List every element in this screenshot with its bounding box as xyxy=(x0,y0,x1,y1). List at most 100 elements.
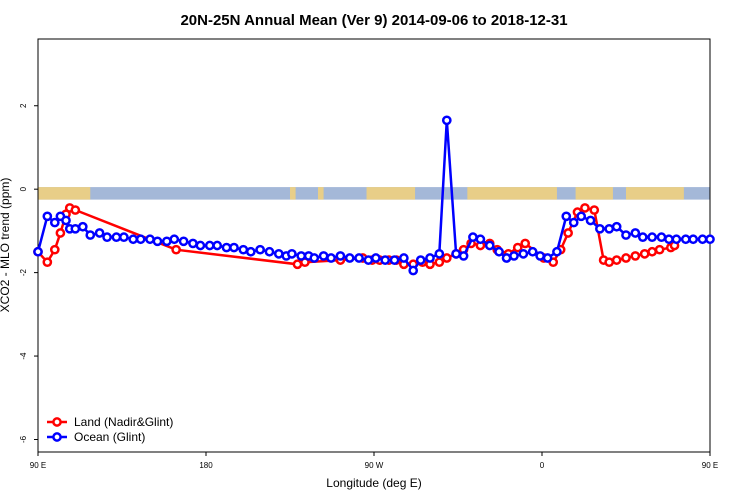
data-point xyxy=(229,242,239,253)
data-point xyxy=(255,244,265,255)
data-point xyxy=(61,215,71,226)
data-point xyxy=(344,253,355,263)
data-point xyxy=(212,240,223,251)
data-point xyxy=(380,255,391,265)
data-point xyxy=(576,211,587,222)
data-point xyxy=(102,232,112,243)
data-point xyxy=(563,228,573,238)
data-point xyxy=(475,234,486,245)
x-tick-label: 90 E xyxy=(30,461,46,470)
x-tick-label: 0 xyxy=(540,461,545,470)
y-tick-label: -2 xyxy=(19,269,28,277)
data-point xyxy=(458,251,469,261)
data-point xyxy=(680,234,691,245)
data-point xyxy=(70,223,81,234)
data-point xyxy=(509,251,519,261)
data-point xyxy=(568,217,579,228)
data-point xyxy=(77,221,88,232)
data-point xyxy=(637,232,648,243)
map-band-land xyxy=(38,187,91,200)
data-point xyxy=(647,232,657,243)
data-point xyxy=(512,242,523,253)
data-point xyxy=(326,253,336,263)
data-point xyxy=(296,251,307,261)
data-point xyxy=(518,248,529,259)
legend-marker xyxy=(52,432,62,442)
data-point xyxy=(520,238,531,249)
data-point xyxy=(273,248,284,259)
data-point xyxy=(287,248,297,259)
data-point xyxy=(654,244,665,255)
data-point xyxy=(195,240,206,251)
data-point xyxy=(552,246,562,257)
data-point xyxy=(585,215,596,226)
data-point xyxy=(245,246,256,257)
chart-title: 20N-25N Annual Mean (Ver 9) 2014-09-06 t… xyxy=(180,12,567,29)
data-point xyxy=(363,255,374,265)
data-point xyxy=(580,203,590,213)
data-point xyxy=(451,248,461,259)
data-point xyxy=(128,234,139,245)
data-point xyxy=(408,265,419,276)
data-point xyxy=(42,211,53,222)
data-point xyxy=(399,253,409,263)
data-point xyxy=(604,257,615,268)
legend-label: Ocean (Glint) xyxy=(74,430,145,444)
data-point xyxy=(49,217,60,228)
data-point xyxy=(188,238,198,249)
data-point xyxy=(169,234,180,245)
data-point xyxy=(425,253,435,263)
map-band-land xyxy=(626,187,684,200)
data-point xyxy=(542,253,553,263)
data-point xyxy=(604,223,615,234)
data-point xyxy=(561,211,572,222)
data-point xyxy=(55,228,66,238)
data-point xyxy=(595,223,605,234)
map-band-land xyxy=(290,187,296,200)
data-point xyxy=(135,234,146,245)
data-point xyxy=(621,253,631,263)
data-point xyxy=(688,234,699,245)
data-point xyxy=(671,234,682,245)
data-point xyxy=(527,246,538,257)
data-point xyxy=(630,228,641,238)
data-point xyxy=(119,232,129,243)
data-point xyxy=(441,115,452,126)
legend: Land (Nadir&Glint)Ocean (Glint) xyxy=(47,415,173,444)
data-point xyxy=(145,234,155,245)
data-point xyxy=(318,251,329,261)
data-point xyxy=(111,232,122,243)
x-tick-label: 90 E xyxy=(702,461,718,470)
data-point xyxy=(221,242,232,253)
map-band-land xyxy=(467,187,557,200)
data-point xyxy=(484,240,495,251)
data-point xyxy=(264,246,275,257)
data-point xyxy=(389,255,400,265)
data-point xyxy=(152,236,163,247)
legend-label: Land (Nadir&Glint) xyxy=(74,415,173,429)
data-point xyxy=(441,253,452,263)
data-point xyxy=(371,253,381,263)
map-band xyxy=(38,187,710,200)
data-point xyxy=(33,246,43,257)
data-point xyxy=(49,244,60,255)
data-point xyxy=(335,251,346,261)
data-point xyxy=(204,240,215,251)
data-point xyxy=(178,236,189,247)
data-point xyxy=(656,232,667,243)
data-point xyxy=(434,248,445,259)
data-point xyxy=(630,251,641,261)
y-tick-label: 0 xyxy=(19,186,28,191)
data-point xyxy=(161,236,172,247)
data-point xyxy=(647,246,657,257)
data-point xyxy=(621,230,631,240)
data-point xyxy=(697,234,708,245)
data-point xyxy=(292,259,303,270)
x-axis-label: Longitude (deg E) xyxy=(326,476,421,490)
x-tick-label: 90 W xyxy=(365,461,384,470)
data-point xyxy=(434,257,445,268)
data-point xyxy=(664,234,674,245)
data-point xyxy=(705,234,715,245)
data-series xyxy=(33,115,715,276)
